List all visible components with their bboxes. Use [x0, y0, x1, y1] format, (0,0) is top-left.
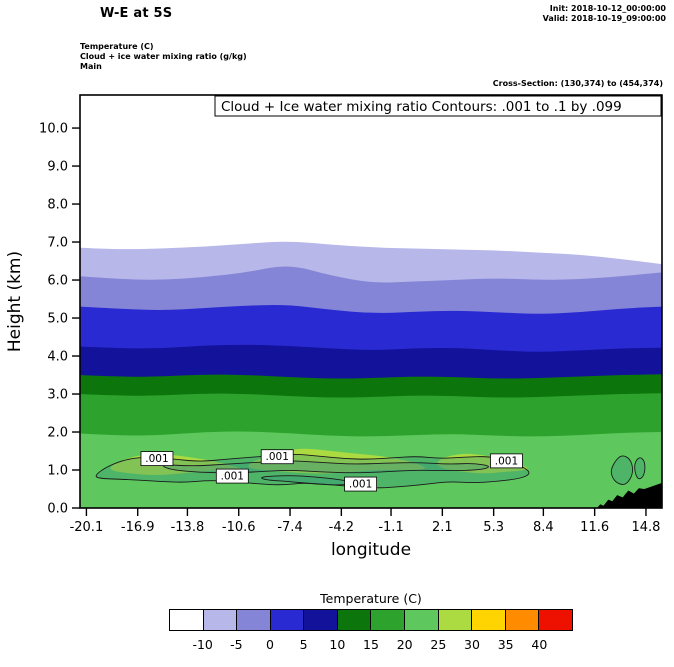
init-valid-times: Init: 2018-10-12_00:00:00 Valid: 2018-10… — [543, 4, 666, 24]
cloud-contour-label-box — [490, 453, 523, 469]
warm-patch-3 — [437, 453, 528, 474]
colorbar-tick-label: 10 — [329, 637, 346, 652]
cross-section-info: Cross-Section: (130,374) to (454,374) — [492, 79, 663, 88]
x-axis-label: longitude — [331, 540, 411, 560]
y-tick-label: 0.0 — [47, 502, 68, 517]
colorbar-cell — [437, 609, 473, 631]
colorbar-cell — [202, 609, 238, 631]
y-tick-label: 3.0 — [47, 388, 68, 403]
y-axis-label: Height (km) — [5, 251, 25, 352]
x-tick-label: 5.3 — [483, 520, 504, 535]
colorbar-tick-label: 0 — [266, 637, 274, 652]
colorbar-tick-label: -5 — [230, 637, 243, 652]
colorbar-tick-label: 15 — [363, 637, 379, 652]
cloud-contour-loop-4 — [610, 455, 634, 485]
colorbar — [169, 609, 573, 631]
colorbar-cell — [269, 609, 305, 631]
y-tick-label: 1.0 — [47, 464, 68, 479]
cloud-contour-label: .001 — [221, 471, 244, 483]
cloud-contour-label-box — [344, 476, 377, 492]
cloud-contour-label: .001 — [495, 455, 518, 467]
plot-area: .001 .001 .001 .001 .001 — [80, 95, 662, 508]
y-tick-label: 5.0 — [47, 312, 68, 327]
cloud-contour-loop-5 — [634, 457, 646, 480]
field-list: Temperature (C) Cloud + ice water mixing… — [80, 42, 247, 72]
cloud-contour-label-box — [260, 449, 294, 465]
colorbar-tick-label: -10 — [192, 637, 213, 652]
colorbar-tick-label: 5 — [299, 637, 308, 652]
x-tick-label: 14.8 — [631, 520, 660, 535]
field-cloud-ice-label: Cloud + ice water mixing ratio (g/kg) — [80, 52, 247, 61]
cloud-contour-label: .001 — [145, 453, 168, 465]
x-tick-label: -13.8 — [171, 520, 205, 535]
colorbar-cell — [336, 609, 372, 631]
x-tick-label: -4.2 — [329, 520, 354, 535]
model-name-label: Main — [80, 62, 102, 71]
colorbar-cell — [538, 609, 573, 631]
x-tick-label: -20.1 — [70, 520, 104, 535]
x-tick-label: -16.9 — [121, 520, 155, 535]
y-tick-label: 4.0 — [47, 350, 68, 365]
plot-border — [79, 94, 663, 509]
terrain — [597, 482, 662, 508]
x-tick-label: 2.1 — [432, 520, 453, 535]
annotation-text: Cloud + Ice water mixing ratio Contours:… — [221, 99, 622, 115]
colorbar-tick-label: 20 — [396, 637, 413, 652]
y-tick-label: 10.0 — [39, 122, 68, 137]
x-tick-label: 8.4 — [533, 520, 554, 535]
colorbar-cell — [236, 609, 271, 631]
colorbar-cell — [404, 609, 439, 631]
field-temperature-label: Temperature (C) — [80, 42, 154, 51]
cross-section-plot: .001 .001 .001 .001 .001 Cloud + Ice water mi… — [5, 94, 663, 560]
colorbar-tick-label: 30 — [464, 637, 480, 652]
annotation-box — [214, 95, 662, 117]
colorbar-tick-label: 40 — [531, 637, 548, 652]
cloud-contour-label-box — [140, 451, 174, 467]
y-tick-label: 7.0 — [47, 236, 68, 251]
cloud-contour-label: .001 — [266, 451, 289, 463]
x-tick-label: 11.6 — [580, 520, 609, 535]
axes: -20.1 -16.9 -13.8 -10.6 -7.4 -4.2 -1.1 2.1 5.3 8.… — [39, 122, 660, 535]
x-tick-label: -7.4 — [277, 520, 302, 535]
cloud-contour-label-box — [215, 468, 249, 484]
cloud-contour-loop-3 — [261, 475, 354, 486]
x-tick-label: -1.1 — [378, 520, 403, 535]
colorbar-cell — [504, 609, 540, 631]
figure-title: W-E at 5S — [100, 6, 173, 21]
init-time: Init: 2018-10-12_00:00:00 — [549, 4, 666, 13]
colorbar-cell — [370, 609, 406, 631]
cloud-contour-label: .001 — [349, 479, 372, 491]
y-tick-label: 9.0 — [47, 160, 68, 175]
y-tick-label: 6.0 — [47, 274, 68, 289]
colorbar-cell — [303, 609, 338, 631]
y-tick-label: 8.0 — [47, 198, 68, 213]
valid-time: Valid: 2018-10-19_09:00:00 — [542, 14, 666, 23]
colorbar-title: Temperature (C) — [320, 591, 422, 606]
colorbar-tick-label: 35 — [497, 637, 514, 652]
colorbar-tick-labels: -10 -5 0 5 10 15 20 25 30 35 40 — [169, 637, 573, 652]
colorbar-cell — [471, 609, 506, 631]
y-tick-label: 2.0 — [47, 426, 68, 441]
colorbar-tick-label: 25 — [430, 637, 447, 652]
x-tick-label: -10.6 — [222, 520, 256, 535]
colorbar-cell — [169, 609, 204, 631]
